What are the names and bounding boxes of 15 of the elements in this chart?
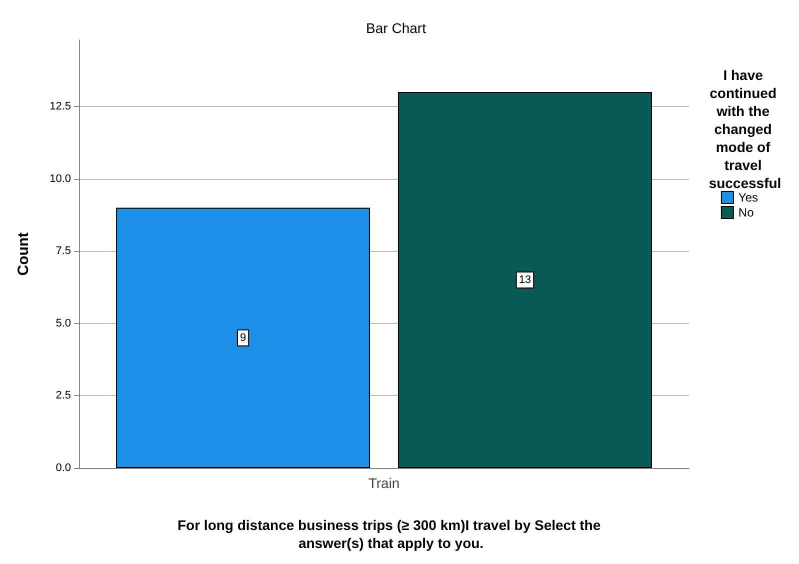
data-label: 13	[518, 274, 532, 286]
y-tick-label: 10.0	[50, 172, 71, 185]
chart-title: Bar Chart	[366, 20, 426, 36]
y-tick-label: 5.0	[56, 317, 71, 330]
legend-title: I have continued with the changed mode of travel successful	[708, 67, 782, 191]
legend-label: No	[738, 206, 754, 220]
y-tick-label: 2.5	[56, 390, 71, 402]
x-tick-label: Train	[368, 475, 400, 491]
x-axis-title: For long distance business trips (≥ 300 km)I travel by Select the answer(s) that apply to you.	[177, 517, 605, 551]
y-axis-title: Count	[15, 232, 32, 276]
y-tick-label: 12.5	[50, 100, 71, 113]
legend-label: Yes	[738, 190, 758, 204]
y-tick-label: 7.5	[56, 245, 71, 258]
y-tick-label: 0.0	[56, 462, 71, 474]
data-label: 9	[240, 332, 246, 344]
